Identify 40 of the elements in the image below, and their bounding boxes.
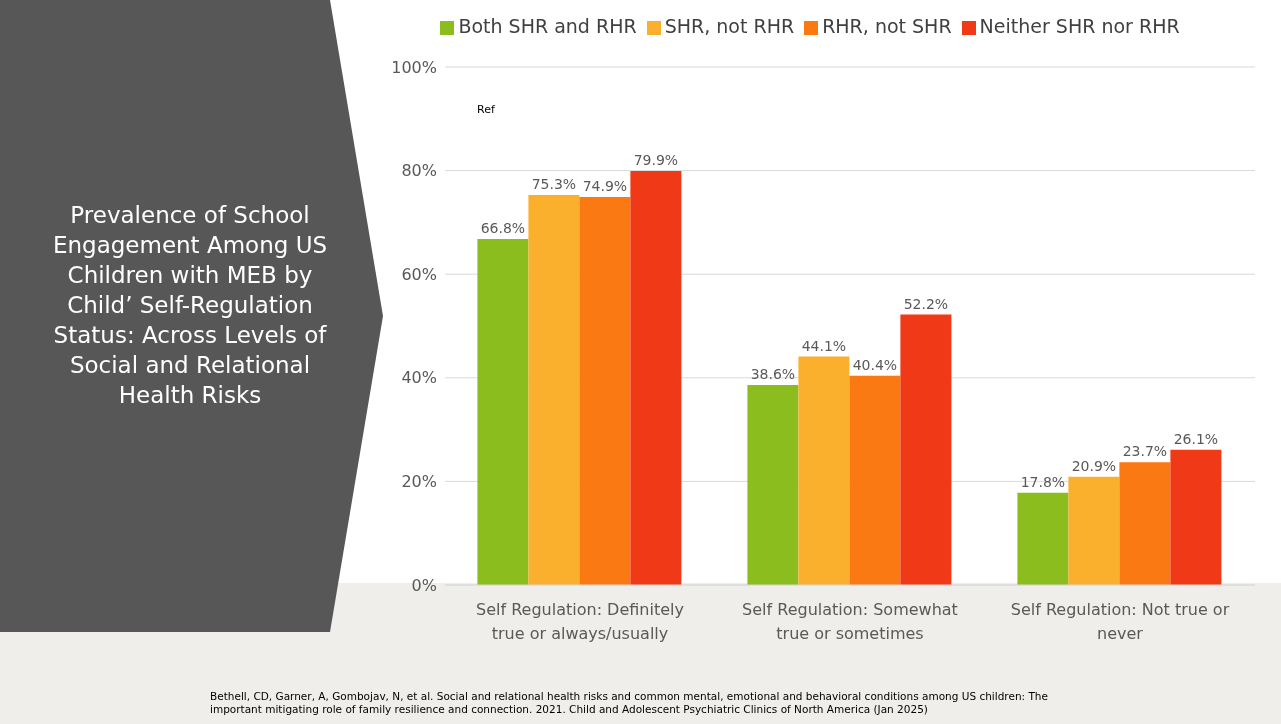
y-tick-label: 0% — [411, 575, 437, 595]
bar — [798, 356, 850, 585]
x-tick-label: Self Regulation: Not true or never — [1010, 600, 1230, 643]
legend-label: SHR, not RHR — [664, 15, 795, 37]
y-tick-label: 80% — [401, 161, 437, 181]
text: Bethell, CD, Garner, A, Gombojav, N, et al. Social and relational health risks and common mental, emotional and behavioral conditions among US children: The important mitigating role of family resilience and connection. 2021. Child and Adolescent Psychiatric Clinics of North America (Jan 2025) — [210, 690, 1049, 716]
x-tick-label: Self Regulation: Definitely true or always/usually — [476, 600, 684, 643]
data-label: 52.2% — [903, 295, 949, 312]
data-label: 75.3% — [531, 175, 577, 192]
y-tick-label: 40% — [401, 368, 437, 388]
bar — [1119, 462, 1171, 585]
y-tick-label: 20% — [401, 472, 437, 492]
bar — [1170, 449, 1222, 585]
bar — [528, 194, 580, 585]
annotation: Ref — [477, 103, 495, 116]
bar — [1017, 492, 1069, 585]
bar — [1068, 476, 1120, 585]
legend-label: Neither SHR nor RHR — [979, 15, 1180, 37]
data-label: 44.1% — [801, 337, 847, 354]
bar — [747, 385, 799, 585]
data-label: 66.8% — [480, 219, 526, 236]
text: Prevalence of School Engagement Among US Children with MEB by Child’ Self-Regulation Status: Across Levels of Social and Relational Health Risks — [51, 201, 329, 410]
data-label: 23.7% — [1122, 443, 1168, 460]
bar — [849, 375, 901, 585]
data-label: 26.1% — [1173, 430, 1219, 447]
y-tick-label: 60% — [401, 264, 437, 284]
data-label: 79.9% — [633, 152, 679, 169]
bar — [900, 314, 952, 585]
bar — [477, 238, 529, 585]
data-label: 38.6% — [750, 366, 796, 383]
data-label: 20.9% — [1071, 457, 1117, 474]
y-tick-label: 100% — [391, 57, 437, 77]
data-label: 17.8% — [1020, 473, 1066, 490]
data-label: 40.4% — [852, 356, 898, 373]
legend-label: Both SHR and RHR — [458, 15, 637, 37]
legend-label: RHR, not SHR — [822, 15, 952, 37]
data-label: 74.9% — [582, 178, 628, 195]
x-tick-label: Self Regulation: Somewhat true or sometimes — [742, 600, 958, 643]
bar — [630, 171, 682, 585]
bar — [579, 197, 631, 585]
